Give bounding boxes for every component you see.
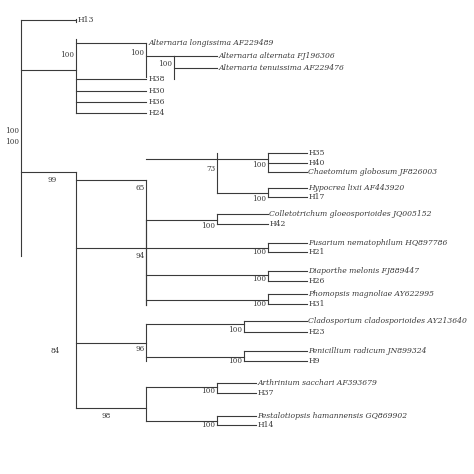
Text: Fusarium nematophilum HQ897786: Fusarium nematophilum HQ897786 [309,239,448,246]
Text: 100: 100 [252,161,266,169]
Text: H13: H13 [78,17,94,24]
Text: H40: H40 [309,159,325,167]
Text: H38: H38 [148,75,165,83]
Text: Penicillium radicum JN899324: Penicillium radicum JN899324 [309,347,427,355]
Text: Chaetomium globosum JF826003: Chaetomium globosum JF826003 [309,168,438,176]
Text: Hypocrea lixii AF443920: Hypocrea lixii AF443920 [309,183,405,191]
Text: Arthrinium sacchari AF393679: Arthrinium sacchari AF393679 [257,379,377,387]
Text: Alternaria longissima AF229489: Alternaria longissima AF229489 [148,39,274,47]
Text: 100: 100 [158,60,172,68]
Text: Alternaria alternata FJ196306: Alternaria alternata FJ196306 [218,53,335,61]
Text: 99: 99 [47,176,56,184]
Text: 100: 100 [252,300,266,308]
Text: Cladosporium cladosporioides AY213640: Cladosporium cladosporioides AY213640 [309,317,467,325]
Text: 84: 84 [51,347,60,355]
Text: H23: H23 [309,328,325,336]
Text: H21: H21 [309,248,325,256]
Text: 100: 100 [228,356,243,365]
Text: 100: 100 [60,51,74,59]
Text: Phomopsis magnoliae AY622995: Phomopsis magnoliae AY622995 [309,290,434,298]
Text: 94: 94 [135,252,145,260]
Text: H35: H35 [309,149,325,157]
Text: H17: H17 [309,193,325,201]
Text: H42: H42 [269,220,285,228]
Text: 100: 100 [252,275,266,283]
Text: Alternaria tenuissima AF229476: Alternaria tenuissima AF229476 [218,64,344,72]
Text: Pestalotiopsis hamannensis GQ869902: Pestalotiopsis hamannensis GQ869902 [257,411,408,419]
Text: 100: 100 [5,127,19,135]
Text: 100: 100 [201,387,215,395]
Text: H31: H31 [309,300,325,308]
Text: Colletotrichum gloeosporioides JQ005152: Colletotrichum gloeosporioides JQ005152 [269,210,432,218]
Text: 100: 100 [130,49,145,57]
Text: H36: H36 [148,98,165,106]
Text: H30: H30 [148,87,165,95]
Text: H37: H37 [257,389,274,397]
Text: Diaporthe melonis FJ889447: Diaporthe melonis FJ889447 [309,267,419,275]
Text: H24: H24 [148,109,165,118]
Text: H26: H26 [309,277,325,285]
Text: 98: 98 [102,411,111,419]
Text: 100: 100 [228,326,243,334]
Text: 65: 65 [135,183,145,191]
Text: H9: H9 [309,356,320,365]
Text: 100: 100 [252,248,266,256]
Text: 100: 100 [201,222,215,229]
Text: 96: 96 [135,345,145,353]
Text: 100: 100 [201,421,215,429]
Text: 100: 100 [252,195,266,203]
Text: 73: 73 [206,164,215,173]
Text: H14: H14 [257,421,274,429]
Text: 100: 100 [5,138,19,146]
